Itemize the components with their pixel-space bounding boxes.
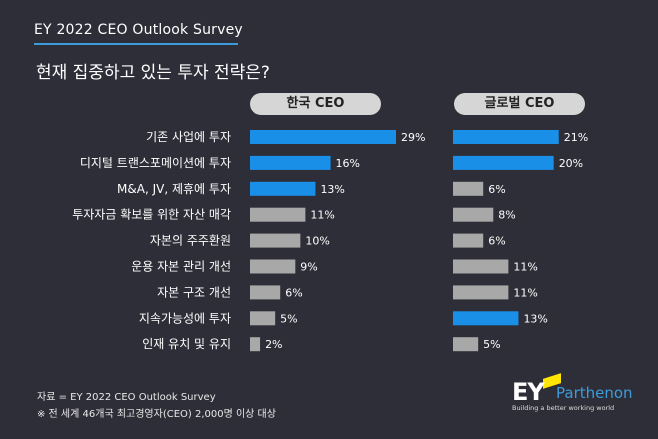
series-label-global: 글로벌 CEO <box>454 93 585 115</box>
value-label: 11% <box>513 286 537 299</box>
bar-global <box>453 259 509 274</box>
bar-global <box>453 337 479 352</box>
bar-korea <box>250 285 281 300</box>
category-label: 투자자금 확보를 위한 자산 매각 <box>72 208 231 222</box>
bar-korea <box>250 207 306 222</box>
survey-title: EY 2022 CEO Outlook Survey <box>34 22 243 38</box>
category-label: 자본의 주주환원 <box>150 234 231 248</box>
bar-korea <box>250 311 276 326</box>
value-label: 11% <box>513 261 537 274</box>
category-label: 기존 사업에 투자 <box>146 130 231 144</box>
question-title: 현재 집중하고 있는 투자 전략은? <box>36 63 270 83</box>
bar-global <box>453 311 519 326</box>
logo-ey: EY <box>512 378 545 406</box>
value-label: 10% <box>305 235 329 248</box>
value-label: 5% <box>483 338 500 351</box>
logo-parthenon: Parthenon <box>556 384 633 402</box>
bar-korea <box>250 337 261 352</box>
bar-global <box>453 285 509 300</box>
category-label: 인재 유치 및 유지 <box>142 337 231 351</box>
logo-tagline: Building a better working world <box>512 404 615 412</box>
value-label: 6% <box>488 235 505 248</box>
ey-parthenon-logo: EY Parthenon Building a better working w… <box>512 373 642 428</box>
category-label: M&A, JV, 제휴에 투자 <box>117 182 231 196</box>
value-label: 6% <box>285 286 302 299</box>
bar-korea <box>250 181 316 196</box>
value-label: 13% <box>320 183 344 196</box>
bar-global <box>453 130 559 144</box>
title-underline <box>34 43 238 45</box>
sample-note: ※ 전 세계 46개국 최고경영자(CEO) 2,000명 이상 대상 <box>37 409 276 420</box>
value-label: 16% <box>336 157 360 170</box>
bar-global <box>453 155 554 170</box>
value-label: 11% <box>310 209 334 222</box>
bar-korea <box>250 155 331 170</box>
value-label: 5% <box>280 312 297 325</box>
series-label-korea: 한국 CEO <box>250 93 381 115</box>
source-note: 자료 = EY 2022 CEO Outlook Survey <box>37 392 216 403</box>
value-label: 13% <box>523 312 547 325</box>
category-label: 디지털 트랜스포메이션에 투자 <box>80 156 231 170</box>
value-label: 21% <box>564 131 588 144</box>
bar-global <box>453 233 484 248</box>
category-label: 자본 구조 개선 <box>157 285 231 299</box>
value-label: 8% <box>498 209 515 222</box>
bar-global <box>453 181 484 196</box>
value-label: 29% <box>401 131 425 144</box>
category-label: 운용 자본 관리 개선 <box>131 260 231 274</box>
value-label: 20% <box>559 157 583 170</box>
value-label: 6% <box>488 183 505 196</box>
value-label: 2% <box>265 338 282 351</box>
bar-korea <box>250 130 396 144</box>
bar-korea <box>250 259 296 274</box>
bar-global <box>453 207 494 222</box>
value-label: 9% <box>300 261 317 274</box>
category-label: 지속가능성에 투자 <box>139 311 231 325</box>
bar-korea <box>250 233 301 248</box>
